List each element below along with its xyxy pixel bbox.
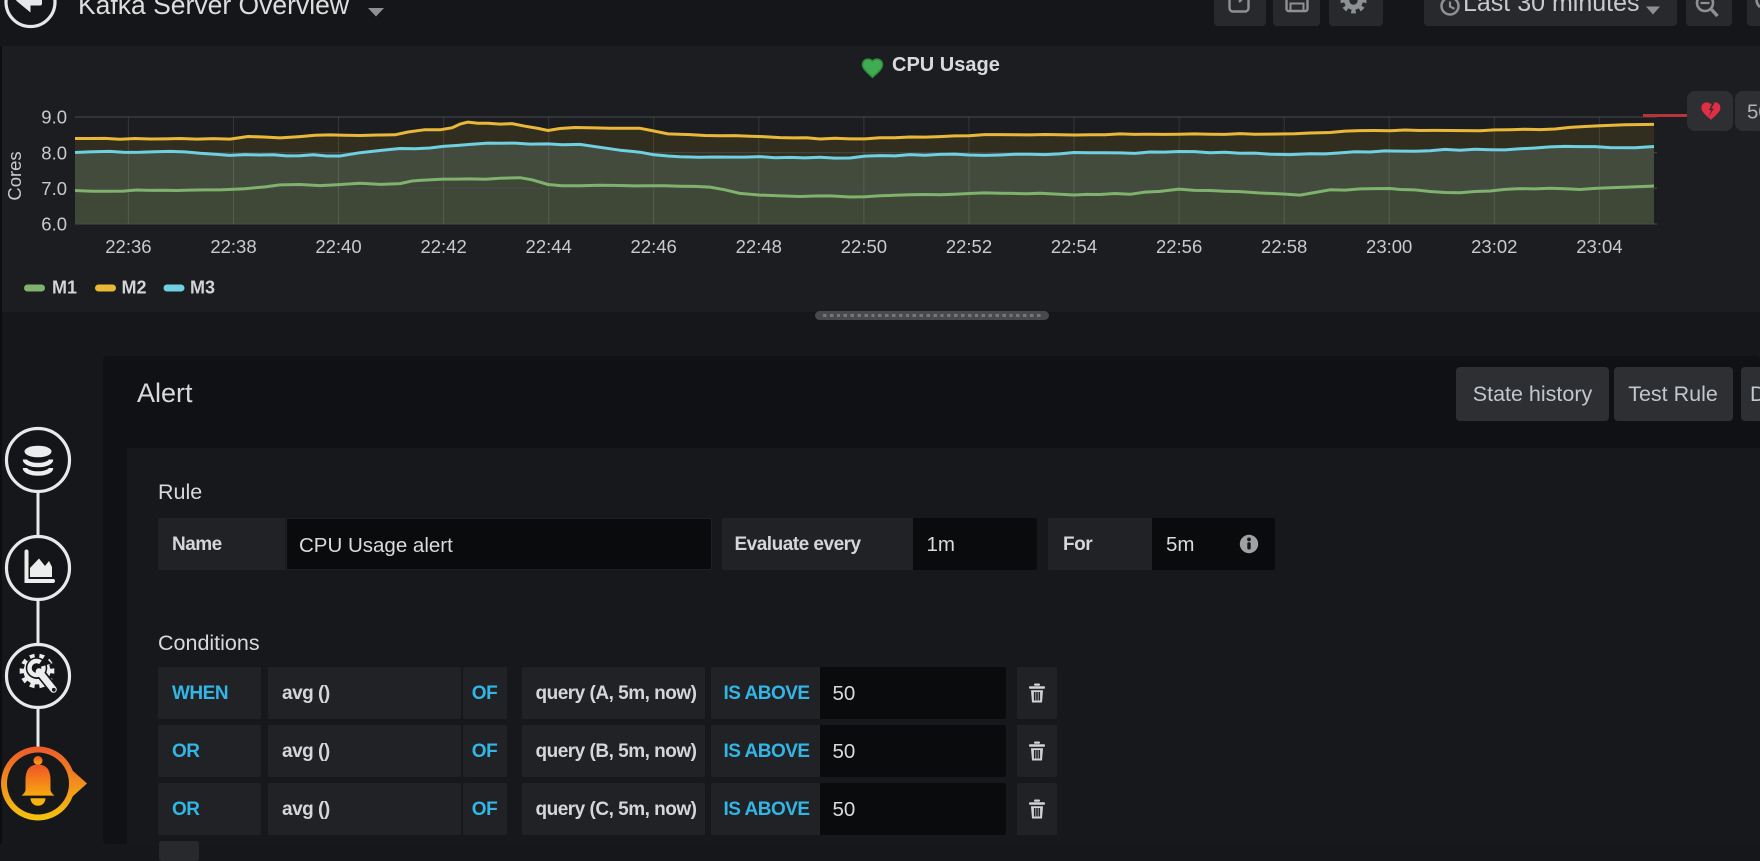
svg-text:22:38: 22:38 — [210, 236, 256, 257]
svg-text:6.0: 6.0 — [41, 214, 67, 235]
svg-text:M1: M1 — [52, 278, 77, 298]
svg-text:22:58: 22:58 — [1261, 236, 1307, 257]
svg-text:22:40: 22:40 — [315, 236, 361, 257]
svg-text:22:46: 22:46 — [631, 236, 677, 257]
svg-text:23:04: 23:04 — [1576, 236, 1622, 257]
svg-text:22:44: 22:44 — [526, 236, 572, 257]
svg-text:9.0: 9.0 — [41, 107, 67, 128]
svg-text:23:00: 23:00 — [1366, 236, 1412, 257]
svg-text:22:48: 22:48 — [736, 236, 782, 257]
svg-text:M2: M2 — [122, 278, 147, 298]
svg-text:22:52: 22:52 — [946, 236, 992, 257]
svg-text:8.0: 8.0 — [41, 142, 67, 163]
svg-text:22:50: 22:50 — [841, 236, 887, 257]
svg-text:22:42: 22:42 — [420, 236, 466, 257]
svg-text:7.0: 7.0 — [41, 178, 67, 199]
svg-text:23:02: 23:02 — [1471, 236, 1517, 257]
svg-text:Cores: Cores — [4, 151, 25, 200]
svg-text:22:54: 22:54 — [1051, 236, 1097, 257]
svg-text:50: 50 — [1747, 101, 1760, 124]
svg-text:22:36: 22:36 — [105, 236, 151, 257]
svg-text:M3: M3 — [190, 278, 215, 298]
svg-text:22:56: 22:56 — [1156, 236, 1202, 257]
